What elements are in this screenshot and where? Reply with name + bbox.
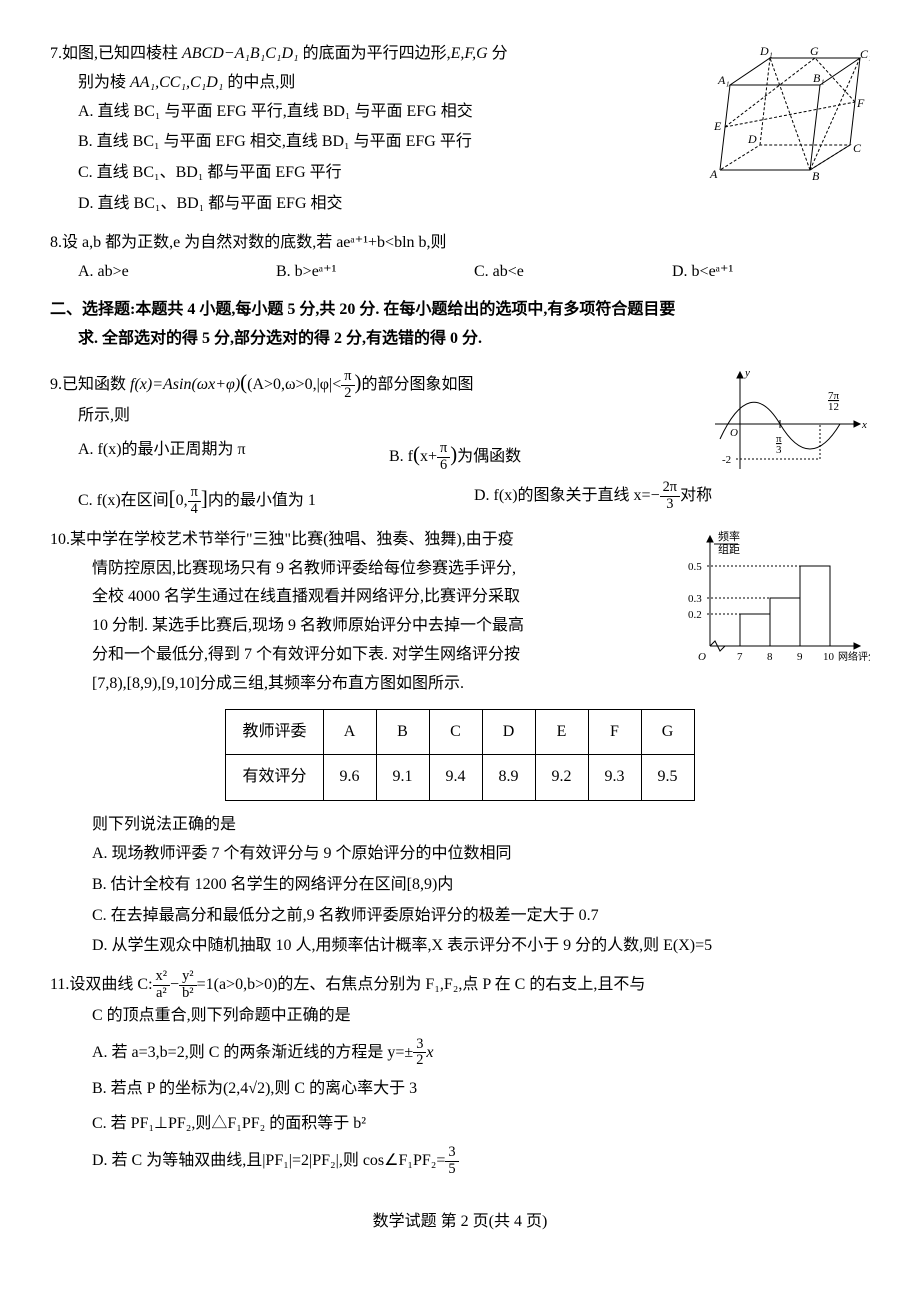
question-9: 9.已知函数 f(x)=Asin(ωx+φ)((A>0,ω>0,|φ|<π2)的…	[50, 364, 870, 518]
q7-figure: A B C D A₁ B₁ C₁ D₁ E F G	[700, 40, 870, 221]
q10-optC: C. 在去掉最高分和最低分之前,9 名教师评委原始评分的极差一定大于 0.7	[92, 902, 870, 931]
q8-optA: A. ab>e	[78, 258, 276, 287]
label-C1: C₁	[860, 47, 870, 61]
q11-optB: B. 若点 P 的坐标为(2,4√2),则 C 的离心率大于 3	[92, 1075, 870, 1104]
question-10: 10.某中学在学校艺术节举行"三独"比赛(独唱、独奏、独舞),由于疫 情防控原因…	[50, 526, 870, 961]
question-8: 8.设 a,b 都为正数,e 为自然对数的底数,若 aeᵃ⁺¹+b<bln b,…	[50, 229, 870, 287]
page-footer: 数学试题 第 2 页(共 4 页)	[50, 1208, 870, 1237]
hist-xlabel: 网络评分	[838, 650, 870, 663]
histogram: 频率 组距 0.5 0.3 0.2 O 7 8 9 10 网络评分	[680, 526, 870, 676]
label-B: B	[812, 169, 820, 180]
q9-num: 9.	[50, 376, 62, 393]
origin-o: O	[730, 427, 738, 439]
q10-num: 10.	[50, 531, 70, 548]
q9-stem-line1: 9.已知函数 f(x)=Asin(ωx+φ)((A>0,ω>0,|φ|<π2)的…	[50, 364, 700, 402]
label-A: A	[709, 167, 718, 180]
label-B1: B₁	[813, 71, 825, 85]
ytick-02: 0.2	[688, 609, 702, 621]
q11-options: A. 若 a=3,b=2,则 C 的两条渐近线的方程是 y=±32x B. 若点…	[50, 1037, 870, 1178]
q9-stem-line2: 所示,则	[50, 402, 700, 431]
q10-table: 教师评委 A B C D E F G 有效评分 9.6 9.1 9.4 8.9 …	[225, 709, 694, 802]
axis-x: x	[861, 419, 867, 431]
q7-optC: C. 直线 BC₁、BD₁ 都与平面 EFG 平行	[78, 159, 690, 188]
label-C: C	[853, 141, 862, 155]
q9-optA: A. f(x)的最小正周期为 π	[78, 436, 389, 474]
q11-optA: A. 若 a=3,b=2,则 C 的两条渐近线的方程是 y=±32x	[92, 1037, 870, 1070]
xtick-8: 8	[767, 651, 773, 663]
xtick-10: 10	[823, 651, 835, 663]
q7-stem-line1: 7.如图,已知四棱柱 ABCD−A₁B₁C₁D₁ 的底面为平行四边形,E,F,G…	[50, 40, 690, 69]
q7-optB: B. 直线 BC₁ 与平面 EFG 相交,直线 BD₁ 与平面 EFG 平行	[78, 128, 690, 157]
q11-optC: C. 若 PF₁⊥PF₂,则△F₁PF₂ 的面积等于 b²	[92, 1110, 870, 1139]
table-data-row: 有效评分 9.6 9.1 9.4 8.9 9.2 9.3 9.5	[226, 755, 694, 801]
q10-post: 则下列说法正确的是	[50, 811, 870, 840]
label-D1: D₁	[759, 44, 773, 58]
q11-optD: D. 若 C 为等轴双曲线,且|PF₁|=2|PF₂|,则 cos∠F₁PF₂=…	[92, 1145, 870, 1178]
label-F: F	[856, 96, 865, 110]
ytick-05: 0.5	[688, 561, 702, 573]
q8-num: 8.	[50, 234, 62, 251]
label-E: E	[713, 119, 722, 133]
q11-stem-line2: C 的顶点重合,则下列命题中正确的是	[50, 1002, 870, 1031]
q10-optB: B. 估计全校有 1200 名学生的网络评分在区间[8,9)内	[92, 871, 870, 900]
q8-stem: 设 a,b 都为正数,e 为自然对数的底数,若 aeᵃ⁺¹+b<bln b,则	[62, 234, 447, 251]
label-D: D	[747, 132, 757, 146]
q9-options-row1: A. f(x)的最小正周期为 π B. f(x+π6)为偶函数	[50, 436, 700, 474]
q11-num: 11.	[50, 976, 69, 993]
tick-7pi12: 7π12	[828, 390, 840, 413]
axis-y: y	[744, 367, 750, 379]
tick-pi3: π3	[776, 433, 782, 456]
q9-optC: C. f(x)在区间[0,π4]内的最小值为 1	[78, 480, 474, 518]
q10-options: A. 现场教师评委 7 个有效评分与 9 个原始评分的中位数相同 B. 估计全校…	[50, 840, 870, 961]
q9-options-row2: C. f(x)在区间[0,π4]内的最小值为 1 D. f(x)的图象关于直线 …	[50, 480, 870, 518]
q8-options: A. ab>e B. b>eᵃ⁺¹ C. ab<e D. b<eᵃ⁺¹	[50, 258, 870, 287]
section2-header: 二、选择题:本题共 4 小题,每小题 5 分,共 20 分. 在每小题给出的选项…	[50, 296, 870, 354]
th-label: 教师评委	[226, 709, 323, 755]
label-G: G	[810, 44, 819, 58]
tick-neg2: -2	[722, 454, 731, 466]
q10-histogram: 频率 组距 0.5 0.3 0.2 O 7 8 9 10 网络评分	[680, 526, 870, 699]
prism-diagram: A B C D A₁ B₁ C₁ D₁ E F G	[700, 40, 870, 180]
ytick-03: 0.3	[688, 593, 702, 605]
q9-optD: D. f(x)的图象关于直线 x=−2π3对称	[474, 480, 870, 518]
question-7: 7.如图,已知四棱柱 ABCD−A₁B₁C₁D₁ 的底面为平行四边形,E,F,G…	[50, 40, 870, 221]
hist-origin: O	[698, 651, 706, 663]
q8-optC: C. ab<e	[474, 258, 672, 287]
q7-optA: A. 直线 BC₁ 与平面 EFG 平行,直线 BD₁ 与平面 EFG 相交	[78, 98, 690, 127]
sine-graph: x y O π3 7π12 -2	[710, 364, 870, 474]
q8-optB: B. b>eᵃ⁺¹	[276, 258, 474, 287]
q7-optD: D. 直线 BC₁、BD₁ 都与平面 EFG 相交	[78, 190, 690, 219]
label-A1: A₁	[717, 73, 730, 87]
q9-optB: B. f(x+π6)为偶函数	[389, 436, 700, 474]
q7-num: 7.	[50, 45, 62, 62]
q9-figure: x y O π3 7π12 -2	[710, 364, 870, 474]
q11-stem-line1: 11.设双曲线 C:x²a²−y²b²=1(a>0,b>0)的左、右焦点分别为 …	[50, 969, 870, 1002]
q10-optD: D. 从学生观众中随机抽取 10 人,用频率估计概率,X 表示评分不小于 9 分…	[92, 932, 870, 961]
question-11: 11.设双曲线 C:x²a²−y²b²=1(a>0,b>0)的左、右焦点分别为 …	[50, 969, 870, 1177]
hist-ylabel1: 频率	[718, 529, 740, 543]
table-header-row: 教师评委 A B C D E F G	[226, 709, 694, 755]
q7-options: A. 直线 BC₁ 与平面 EFG 平行,直线 BD₁ 与平面 EFG 相交 B…	[50, 98, 690, 219]
q8-optD: D. b<eᵃ⁺¹	[672, 258, 870, 287]
xtick-9: 9	[797, 651, 803, 663]
q10-optA: A. 现场教师评委 7 个有效评分与 9 个原始评分的中位数相同	[92, 840, 870, 869]
q7-stem-line2: 别为棱 AA₁,CC₁,C₁D₁ 的中点,则	[50, 69, 690, 98]
xtick-7: 7	[737, 651, 743, 663]
